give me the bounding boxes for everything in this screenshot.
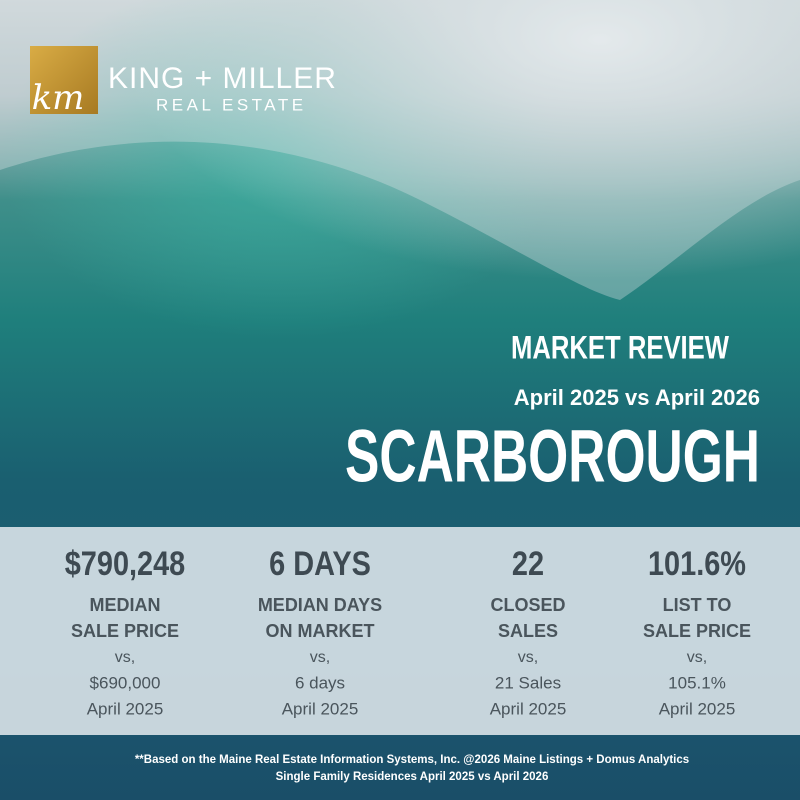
stat-label: MEDIAN DAYS (258, 595, 382, 615)
stat-previous-period: April 2025 (490, 699, 567, 718)
wave-foam (0, 0, 800, 400)
stat-value: 22 (512, 544, 544, 583)
footnote: Single Family Residences April 2025 vs A… (276, 771, 549, 783)
period: April 2025 vs April 2026 (514, 385, 760, 410)
stat-label: SALES (498, 621, 558, 641)
stat-vs: vs, (310, 649, 330, 666)
stat-label: SALE PRICE (71, 621, 179, 641)
stat-previous: 21 Sales (495, 673, 561, 692)
stat-previous-period: April 2025 (87, 699, 164, 718)
logo-tagline: REAL ESTATE (156, 95, 307, 114)
stat-value: 101.6% (648, 544, 746, 583)
stat-label: ON MARKET (266, 621, 375, 641)
stat-previous: $690,000 (90, 673, 161, 692)
logo-name: KING + MILLER (108, 62, 337, 95)
stat-vs: vs, (687, 649, 707, 666)
logo-square (30, 46, 98, 114)
kicker: MARKET REVIEW (511, 329, 730, 365)
footer: **Based on the Maine Real Estate Informa… (135, 754, 689, 783)
stat-previous-period: April 2025 (282, 699, 359, 718)
stat-previous: 105.1% (668, 673, 726, 692)
stats: $790,248 MEDIAN SALE PRICE vs, $690,000 April… (65, 544, 751, 719)
stats-panel (0, 527, 800, 735)
stat-previous-period: April 2025 (659, 699, 736, 718)
city-title: SCARBOROUGH (345, 415, 760, 498)
stat-label: CLOSED (490, 595, 565, 615)
stat: $790,248 MEDIAN SALE PRICE vs, $690,000 April… (65, 544, 186, 719)
stat-label: LIST TO (663, 595, 732, 615)
stat: 6 DAYS MEDIAN DAYS ON MARKET vs, 6 days April… (258, 544, 382, 719)
foam-crest (0, 0, 800, 300)
logo-monogram: km (32, 78, 85, 118)
stat-vs: vs, (115, 649, 135, 666)
stat-previous: 6 days (295, 673, 345, 692)
stat-label: SALE PRICE (643, 621, 751, 641)
stat-label: MEDIAN (90, 595, 161, 615)
stat-value: $790,248 (65, 544, 186, 583)
stat: 22 CLOSED SALES vs, 21 Sales April 2025 (490, 544, 567, 719)
stat: 101.6% LIST TO SALE PRICE vs, 105.1% April 20… (643, 544, 751, 719)
logo: km KING + MILLER REAL ESTATE (30, 46, 337, 118)
stat-vs: vs, (518, 649, 538, 666)
stat-value: 6 DAYS (269, 544, 371, 583)
footnote: **Based on the Maine Real Estate Informa… (135, 754, 689, 766)
